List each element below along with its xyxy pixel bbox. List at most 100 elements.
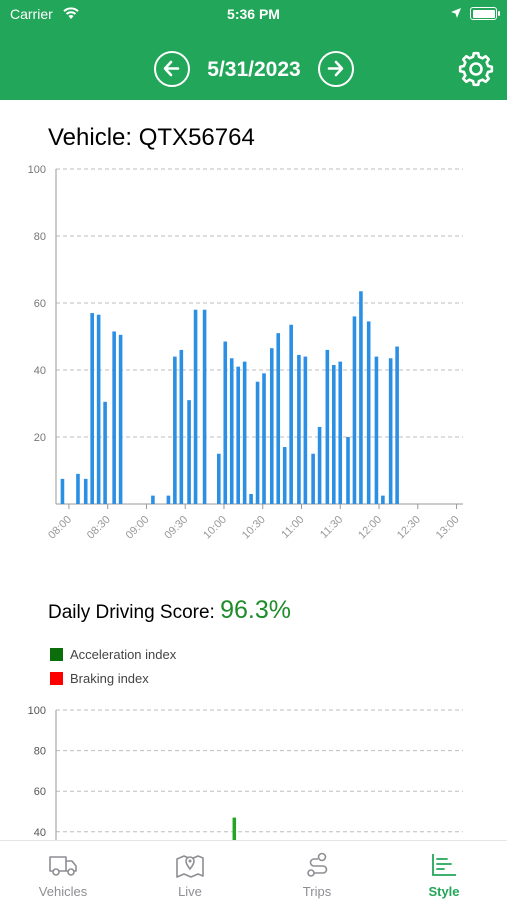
y-tick-label: 100 [28,705,46,717]
bar [232,817,237,840]
y-tick-label: 40 [34,365,46,377]
legend-swatch-braking [50,671,63,685]
app-header: Carrier 5:36 PM 5/31/2023 [0,0,507,100]
bar [303,356,308,504]
truck-icon [49,856,77,876]
bar [352,316,357,504]
legend-label-braking: Braking index [70,670,149,686]
bar [262,373,266,504]
bar [90,313,94,504]
next-day-button[interactable] [318,51,354,87]
daily-driving-score: Daily Driving Score: 96.3% [48,596,291,625]
bar [112,331,116,504]
status-bar: Carrier 5:36 PM [0,0,507,30]
score-label: Daily Driving Score: [48,602,221,623]
bar [359,291,363,504]
x-tick-label: 09:00 [124,514,152,542]
tab-trips[interactable]: Trips [254,841,380,900]
bar [173,356,177,504]
bar [229,358,234,504]
driving-index-chart: 40 60 80 100 [28,705,463,840]
bar [317,426,322,504]
tab-label-live: Live [178,884,202,899]
tab-live[interactable]: Live [127,841,253,900]
bar [289,324,293,504]
y-tick-label: 80 [34,231,46,243]
location-arrow-icon [451,8,461,18]
bar [381,495,385,504]
chart-lines-icon [432,854,456,876]
x-tick-label: 08:30 [85,514,113,542]
route-icon [307,852,328,877]
bar [388,358,393,504]
x-tick-label: 09:30 [162,514,190,542]
y-tick-label: 100 [28,164,46,176]
x-tick-label: 10:30 [240,514,268,542]
bar [103,401,107,504]
current-date: 5/31/2023 [207,58,301,81]
bar [346,437,350,504]
arrow-left-circle-icon [163,60,180,77]
bar [255,381,260,504]
y-tick-label: 60 [34,298,46,310]
y-tick-label: 60 [34,786,46,798]
bar [83,478,88,504]
bar [60,478,65,504]
y-tick-label: 20 [34,432,46,444]
wifi-icon [63,7,79,19]
bar [118,334,123,504]
previous-day-button[interactable] [154,51,190,87]
legend-item-braking: Braking index [50,666,176,690]
tab-label-trips: Trips [302,884,332,899]
chart-legend: Acceleration index Braking index [50,642,176,690]
score-value: 96.3% [220,596,291,624]
x-tick-label: 12:00 [356,514,384,542]
bar [276,333,281,504]
bar [269,348,274,504]
bar [187,400,191,504]
vehicle-title: Vehicle: QTX56764 [48,124,255,151]
legend-label-acceleration: Acceleration index [70,646,177,662]
x-tick-label: 08:00 [46,514,74,542]
y-tick-label: 80 [34,746,46,758]
bar [311,453,315,504]
x-tick-label: 10:00 [201,514,229,542]
arrow-right-circle-icon [327,60,344,77]
legend-swatch-acceleration [50,647,63,661]
x-tick-label: 11:00 [279,514,306,541]
bar [325,349,330,504]
bar [242,361,247,504]
map-pin-icon [176,855,204,878]
bar [151,495,155,504]
tab-bar: Vehicles Live Trips Style [0,840,507,900]
status-time: 5:36 PM [227,6,280,22]
tab-label-style: Style [428,884,460,899]
y-tick-label: 40 [34,827,46,839]
tab-label-vehicles: Vehicles [38,884,88,899]
bar [331,364,336,504]
bar [395,346,399,504]
carrier-label: Carrier [10,6,53,22]
tab-style[interactable]: Style [381,841,507,900]
bar [374,356,379,504]
x-tick-label: 12:30 [395,514,423,542]
bar [202,309,207,504]
bar [297,354,301,504]
bar [166,495,171,504]
bar [338,361,343,504]
bar [236,366,240,504]
x-tick-label: 13:00 [434,514,462,542]
bar [76,473,80,504]
bar [193,309,198,504]
tab-vehicles[interactable]: Vehicles [0,841,126,900]
battery-icon [470,7,500,20]
bar [179,349,184,504]
x-tick-label: 11:30 [318,514,345,541]
bar [249,493,253,504]
bar [217,453,221,504]
bar [366,321,371,504]
gear-icon[interactable] [457,50,495,88]
legend-item-acceleration: Acceleration index [50,642,176,666]
speed-bar-chart: 20 40 60 80 100 08:00 08:30 09:00 09:30 10:00 10:3… [28,164,463,542]
bar [96,314,101,504]
